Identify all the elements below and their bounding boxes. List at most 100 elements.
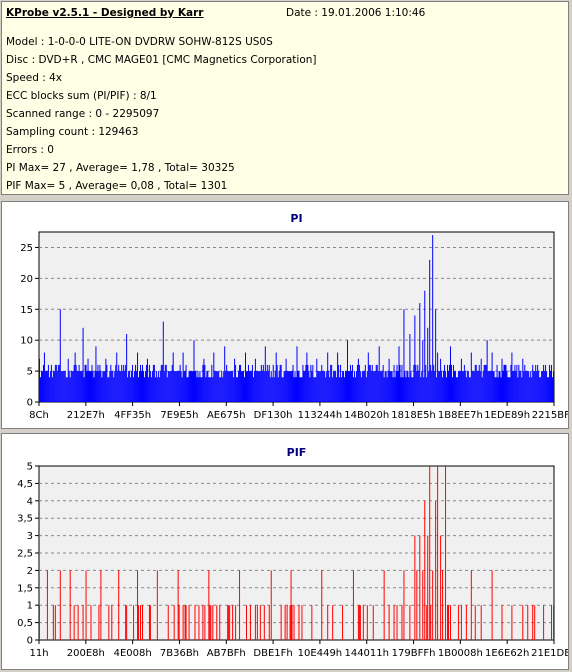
data-bar	[259, 371, 261, 402]
data-bar	[164, 364, 166, 402]
data-bar	[196, 377, 198, 402]
data-bar	[380, 371, 382, 402]
data-bar	[176, 371, 178, 402]
data-bar	[259, 605, 261, 640]
data-bar	[155, 371, 157, 402]
data-bar	[501, 605, 503, 640]
data-bar	[292, 364, 294, 402]
data-bar	[354, 377, 356, 402]
data-bar	[131, 371, 133, 402]
data-bar	[243, 371, 245, 402]
y-tick-label: 4	[27, 496, 33, 507]
data-bar	[487, 371, 489, 402]
data-bar	[116, 352, 118, 402]
data-bar	[169, 371, 171, 402]
data-bar	[396, 364, 398, 402]
data-bar	[310, 364, 312, 402]
data-bar	[350, 371, 352, 402]
data-bar	[198, 377, 200, 402]
data-bar	[291, 605, 293, 640]
data-bar	[111, 605, 113, 640]
data-bar	[170, 371, 172, 402]
data-bar	[142, 371, 144, 402]
data-bar	[88, 371, 90, 402]
data-bar	[526, 371, 528, 402]
x-tick-label: 7B36Bh	[160, 648, 199, 659]
data-bar	[552, 377, 554, 402]
data-bar	[187, 377, 189, 402]
data-bar	[202, 364, 204, 402]
data-bar	[480, 358, 482, 402]
data-bar	[295, 377, 297, 402]
data-bar	[51, 377, 53, 402]
data-bar	[286, 605, 288, 640]
data-bar	[298, 371, 300, 402]
data-bar	[392, 377, 394, 402]
x-tick-label: 1B0008h	[438, 648, 483, 659]
data-bar	[139, 371, 141, 402]
data-bar	[289, 371, 291, 402]
data-bar	[121, 364, 123, 402]
data-bar	[492, 371, 494, 402]
data-bar	[45, 371, 47, 402]
data-bar	[201, 377, 203, 402]
data-bar	[386, 377, 388, 402]
data-bar	[251, 364, 253, 402]
data-bar	[186, 377, 188, 402]
data-bar	[173, 605, 175, 640]
info-pif-stats: PIF Max= 5 , Average= 0,08 , Total= 1301	[6, 180, 228, 192]
data-bar	[491, 570, 493, 640]
data-bar	[90, 371, 92, 402]
data-bar	[327, 605, 329, 640]
data-bar	[457, 605, 459, 640]
data-bar	[281, 377, 283, 402]
data-bar	[307, 364, 309, 402]
data-bar	[247, 364, 249, 402]
data-bar	[122, 371, 124, 402]
data-bar	[179, 364, 181, 402]
data-bar	[289, 605, 291, 640]
data-bar	[276, 364, 278, 402]
data-bar	[419, 535, 421, 640]
data-bar	[458, 371, 460, 402]
data-bar	[522, 358, 524, 402]
data-bar	[143, 377, 145, 402]
data-bar	[194, 371, 196, 402]
x-tick-label: 8Ch	[29, 410, 49, 421]
data-bar	[509, 377, 511, 402]
data-bar	[465, 605, 467, 640]
data-bar	[272, 364, 274, 402]
x-tick-label: DBE1Fh	[253, 648, 292, 659]
data-bar	[416, 371, 418, 402]
data-bar	[321, 570, 323, 640]
data-bar	[315, 377, 317, 402]
data-bar	[232, 371, 234, 402]
data-bar	[466, 371, 468, 402]
data-bar	[260, 364, 262, 402]
data-bar	[62, 371, 64, 402]
data-bar	[220, 377, 222, 402]
data-bar	[513, 371, 515, 402]
data-bar	[287, 371, 289, 402]
data-bar	[171, 364, 173, 402]
data-bar	[366, 605, 368, 640]
data-bar	[135, 364, 137, 402]
data-bar	[85, 570, 87, 640]
data-bar	[168, 371, 170, 402]
data-bar	[241, 371, 243, 402]
data-bar	[159, 371, 161, 402]
data-bar	[253, 371, 255, 402]
data-bar	[535, 364, 537, 402]
x-tick-label: 21E1DEh	[531, 648, 568, 659]
data-bar	[64, 371, 66, 402]
x-tick-label: 4FF35h	[114, 410, 151, 421]
data-bar	[543, 364, 545, 402]
data-bar	[527, 371, 529, 402]
data-bar	[92, 371, 94, 402]
data-bar	[282, 377, 284, 402]
data-bar	[428, 371, 430, 402]
x-tick-label: 1818E5h	[391, 410, 435, 421]
data-bar	[433, 364, 435, 402]
data-bar	[311, 605, 313, 640]
data-bar	[511, 352, 513, 402]
